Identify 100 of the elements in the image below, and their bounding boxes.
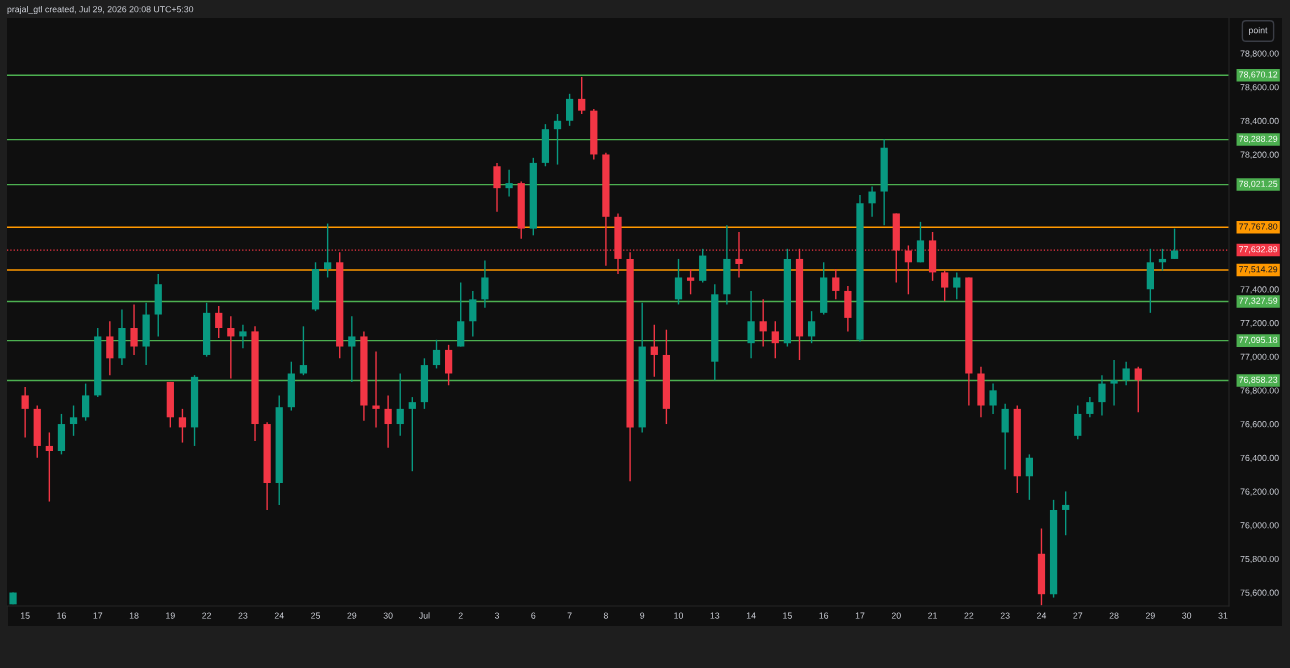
candlestick (239, 323, 247, 349)
x-tick-label: 23 (238, 612, 248, 619)
candlestick (372, 350, 380, 429)
candlestick (444, 344, 453, 386)
x-tick-label: 22 (202, 612, 212, 619)
ref-line-label: 78,021.25 (1239, 180, 1278, 188)
candlestick (481, 259, 489, 309)
y-tick-label: 75,600.00 (1240, 589, 1279, 597)
candlestick (953, 271, 961, 301)
candlestick (408, 396, 416, 472)
text: point (1249, 26, 1268, 36)
candlestick (348, 315, 356, 383)
ref-line-label: 78,670.12 (1239, 71, 1278, 79)
candlestick (650, 323, 658, 378)
y-tick-label: 77,000.00 (1240, 353, 1279, 361)
candlestick (1001, 403, 1009, 471)
ref-line-label: 78,288.29 (1239, 135, 1278, 143)
candlestick (807, 310, 816, 344)
x-tick-label: 14 (746, 612, 756, 619)
y-tick-label: 76,000.00 (1240, 522, 1279, 530)
x-tick-label: 23 (1000, 612, 1010, 619)
x-tick-label: 15 (20, 612, 30, 619)
candlestick (1074, 404, 1082, 440)
x-tick-label: 27 (1073, 612, 1083, 619)
candlestick (469, 290, 477, 338)
candlestick (215, 305, 223, 339)
x-tick-label: 3 (494, 612, 500, 619)
x-tick-label: 22 (964, 612, 974, 619)
x-tick-label: 29 (347, 612, 357, 619)
candlestick (1025, 453, 1033, 501)
candlestick (674, 258, 683, 306)
y-tick-label: 76,400.00 (1240, 454, 1279, 463)
x-tick-label: 6 (531, 612, 536, 619)
candlestick (686, 268, 695, 296)
x-tick-label: 30 (1182, 612, 1192, 619)
y-tick-label: 77,200.00 (1240, 320, 1279, 328)
ref-line-label: 76,858.23 (1239, 376, 1278, 384)
candlestick (299, 325, 308, 376)
x-tick-label: 29 (1145, 612, 1155, 619)
candlestick (565, 93, 574, 127)
candlestick (106, 320, 114, 376)
x-tick-label: Jul (418, 612, 430, 619)
ref-line-label: 77,767.80 (1239, 223, 1278, 231)
ref-line-label: 77,095.18 (1239, 336, 1278, 344)
candlestick (130, 303, 138, 356)
ref-line-label: 77,632.89 (1239, 246, 1278, 254)
candlestick (69, 404, 78, 437)
candlestick (505, 168, 513, 198)
candlestick (1062, 490, 1070, 536)
x-tick-label: 16 (819, 612, 829, 619)
text: prajal_gtl created, Jul 29, 2026 20:08 UTC+5:30 (7, 5, 194, 15)
x-tick-label: 13 (710, 612, 720, 619)
candlestick (832, 268, 840, 301)
candlestick (1134, 366, 1142, 413)
candlestick (989, 382, 997, 415)
y-tick-label: 75,800.00 (1240, 555, 1279, 564)
candlestick (1098, 374, 1106, 417)
x-tick-label: 18 (129, 612, 139, 619)
x-tick-label: 16 (57, 612, 66, 619)
candlestick (45, 431, 53, 503)
candlestick (323, 222, 332, 279)
y-tick-label: 76,600.00 (1240, 421, 1279, 429)
x-tick-label: 25 (311, 612, 321, 619)
x-tick-label: 8 (603, 612, 608, 619)
x-tick-label: 30 (383, 612, 393, 619)
candlestick (759, 298, 767, 348)
candlestick (396, 372, 404, 437)
x-tick-label: 20 (891, 612, 901, 619)
x-tick-label: 17 (855, 612, 865, 619)
y-tick-label: 78,600.00 (1240, 84, 1279, 92)
x-tick-label: 2 (458, 612, 463, 619)
candlestick (384, 394, 392, 449)
x-tick-label: 28 (1109, 612, 1119, 619)
y-tick-label: 76,200.00 (1240, 488, 1279, 496)
candlestick (82, 382, 90, 422)
candlestick (1086, 396, 1094, 418)
ref-line-label: 77,514.29 (1239, 266, 1278, 274)
candlestick (178, 408, 187, 444)
x-tick-label: 24 (274, 612, 284, 619)
y-tick-label: 77,400.00 (1240, 286, 1279, 294)
x-tick-label: 21 (928, 612, 938, 619)
x-tick-label: 15 (783, 612, 792, 619)
x-tick-label: 24 (1037, 612, 1047, 619)
x-tick-label: 9 (640, 612, 645, 619)
candlestick (747, 290, 755, 360)
candlestick (941, 270, 949, 302)
candlestick (1110, 359, 1118, 407)
candlestick (1122, 361, 1130, 386)
candlestick (493, 162, 501, 213)
ref-line-label: 77,327.59 (1239, 297, 1278, 305)
x-tick-label: 17 (93, 612, 103, 619)
x-tick-label: 19 (166, 612, 175, 619)
candlestick (553, 113, 562, 166)
x-tick-label: 31 (1218, 612, 1228, 619)
y-tick-label: 78,400.00 (1240, 117, 1279, 126)
candlestick (578, 76, 586, 115)
candlestick (21, 386, 29, 439)
candlestick (227, 315, 235, 380)
y-tick-label: 78,200.00 (1240, 151, 1279, 159)
candlestick (771, 320, 779, 360)
